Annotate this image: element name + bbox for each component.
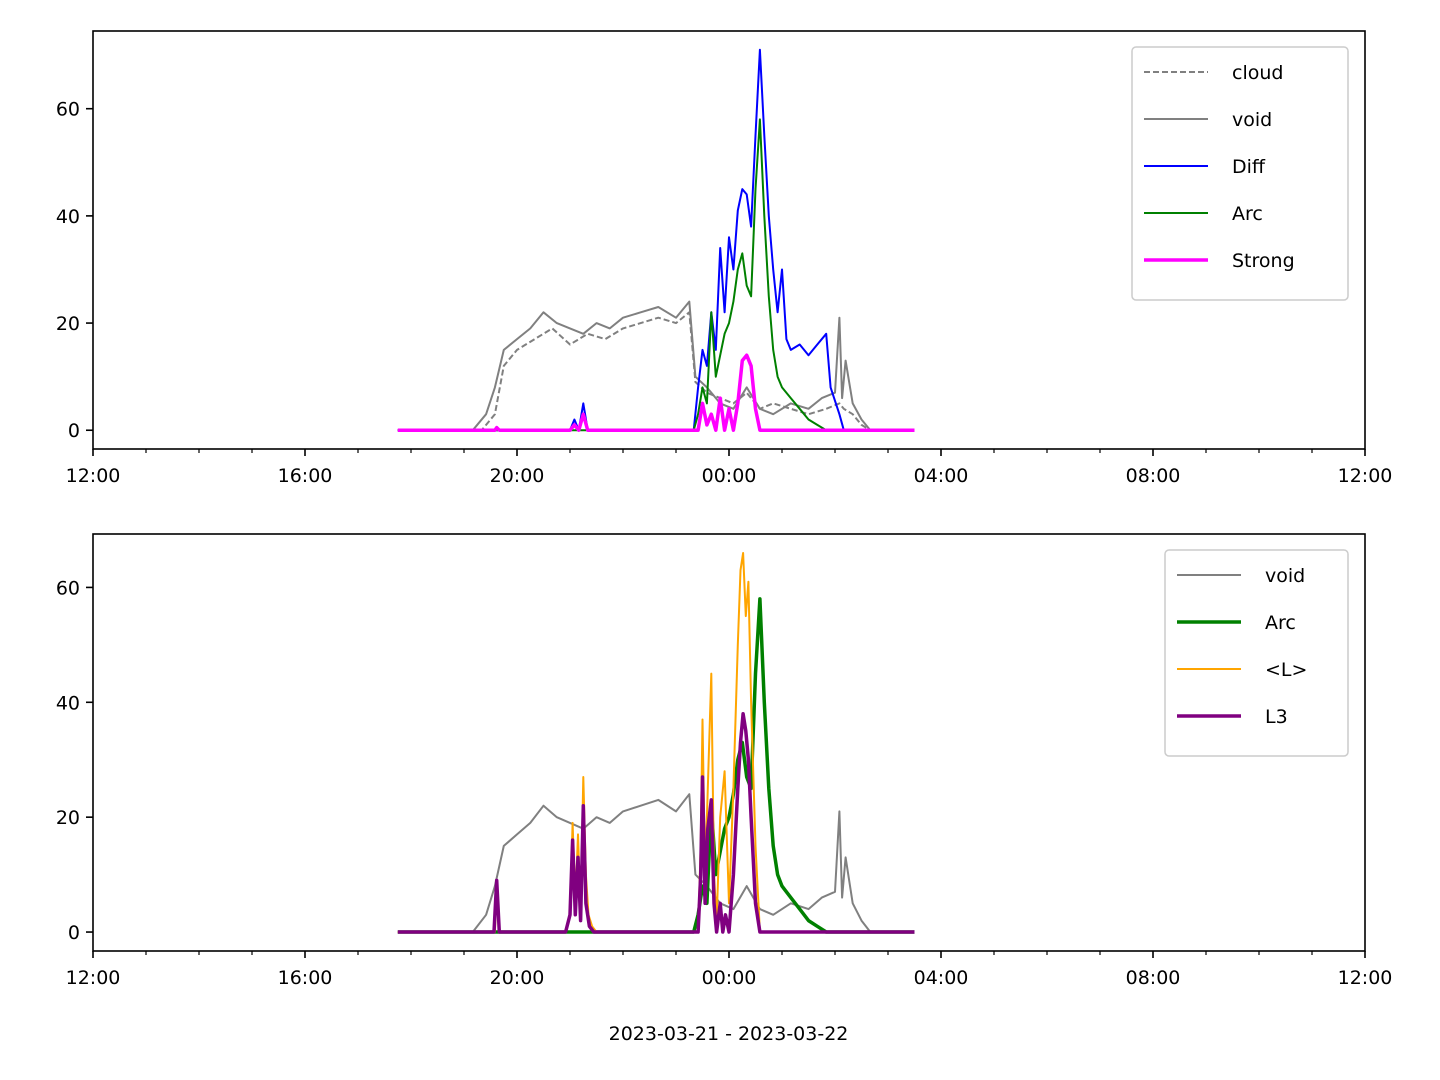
top-chart-panel: 12:00 16:00 20:00 00:00 04:00 08:00 12:00 0 20 40… [56,30,1393,487]
legend-label-l: <L> [1265,659,1307,681]
x-tick-label: 16:00 [278,967,333,989]
x-tick-label: 04:00 [914,465,969,487]
series-line-strong [397,353,915,432]
y-tick-label: 60 [56,577,80,599]
legend-label-diff: Diff [1232,156,1266,178]
legend-label-cloud: cloud [1232,62,1283,84]
x-tick-label: 00:00 [702,967,757,989]
legend-label-void: void [1232,109,1272,131]
legend-box [1164,549,1349,757]
bottom-chart-panel: 12:00 16:00 20:00 00:00 04:00 08:00 12:00 0 20 40… [56,533,1393,989]
legend-label-strong: Strong [1232,250,1295,272]
series-line-cloud [397,311,915,432]
series-group [397,48,915,432]
legend-label-l3: L3 [1265,706,1288,728]
y-tick-label: 20 [56,807,80,829]
y-tick-label: 0 [68,922,80,944]
x-tick-label: 04:00 [914,967,969,989]
y-tick-label: 40 [56,692,80,714]
x-tick-label: 20:00 [490,967,545,989]
series-line-void [397,793,915,933]
x-tick-label: 00:00 [702,465,757,487]
y-tick-label: 60 [56,99,80,121]
legend-label-arc: Arc [1232,203,1263,225]
series-line-arc [397,118,915,432]
x-tick-label: 20:00 [490,465,545,487]
x-tick-label: 12:00 [66,967,121,989]
x-tick-label: 12:00 [66,465,121,487]
y-tick-label: 40 [56,206,80,228]
legend-label-void: void [1265,565,1305,587]
x-tick-label: 08:00 [1126,967,1181,989]
legend-label-arc: Arc [1265,612,1296,634]
series-group [397,552,915,934]
y-tick-label: 0 [68,420,80,442]
y-tick-label: 20 [56,313,80,335]
legend: cloud void Diff Arc Strong [1131,46,1349,301]
legend: void Arc <L> L3 [1164,549,1349,757]
legend-box [1131,46,1349,301]
series-line-l3 [397,712,915,934]
x-tick-label: 16:00 [278,465,333,487]
x-tick-label: 12:00 [1338,465,1393,487]
series-line-void [397,300,915,432]
x-tick-label: 12:00 [1338,967,1393,989]
figure-xlabel: 2023-03-21 - 2023-03-22 [609,1023,849,1045]
x-tick-label: 08:00 [1126,465,1181,487]
